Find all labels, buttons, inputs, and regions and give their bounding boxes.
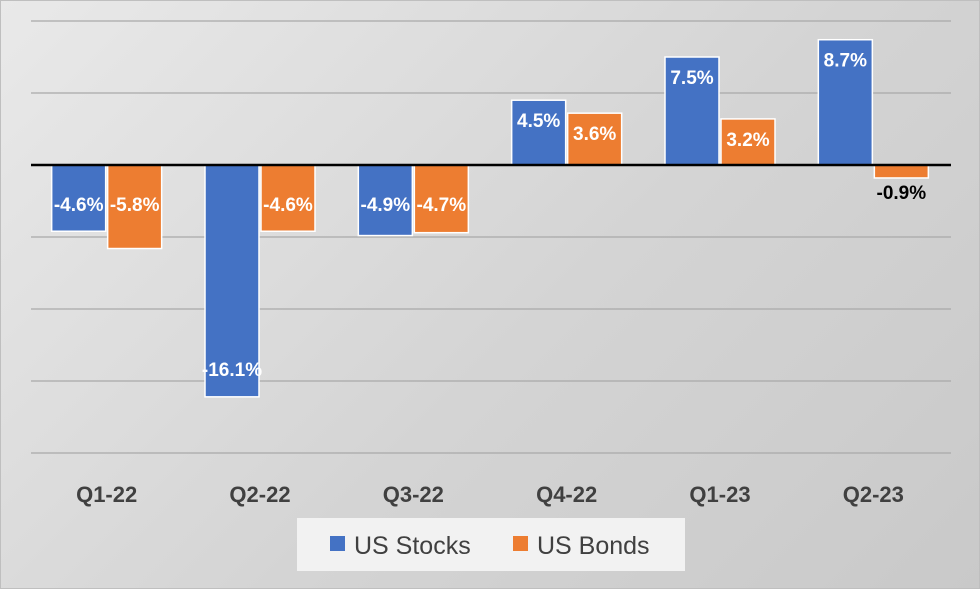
legend: US Stocks US Bonds <box>297 518 685 571</box>
data-label: -16.1% <box>202 360 262 381</box>
category-label-q3-22: Q3-22 <box>383 482 444 507</box>
category-labels: Q1-22 Q2-22 Q3-22 Q4-22 Q1-23 Q2-23 <box>76 482 904 507</box>
bar-us-stocks-q2-23 <box>817 38 874 166</box>
category-label-q1-22: Q1-22 <box>76 482 137 507</box>
data-labels: -4.6% -5.8% -16.1% -4.6% -4.9% -4.7% 4.5% 3.6% 7… <box>54 51 926 381</box>
data-label: -0.9% <box>877 183 927 204</box>
category-label-q2-22: Q2-22 <box>229 482 290 507</box>
data-label: 3.6% <box>573 124 616 145</box>
bar-us-bonds-q1-23 <box>720 118 776 166</box>
legend-label-us-stocks: US Stocks <box>354 532 471 560</box>
bar-us-stocks-q4-22 <box>510 99 567 166</box>
bar-us-stocks-q2-22 <box>204 164 260 398</box>
legend-swatch-us-stocks <box>330 536 345 551</box>
data-label: 7.5% <box>670 68 713 89</box>
data-label: -4.7% <box>417 195 467 216</box>
data-label: 8.7% <box>824 51 867 72</box>
bar-us-stocks-q3-22 <box>357 164 414 237</box>
data-label: -4.6% <box>54 195 104 216</box>
legend-label-us-bonds: US Bonds <box>537 532 650 560</box>
data-label: 4.5% <box>517 111 560 132</box>
legend-swatch-us-bonds <box>513 536 528 551</box>
category-label-q2-23: Q2-23 <box>843 482 904 507</box>
data-label: -4.6% <box>263 195 313 216</box>
category-label-q1-23: Q1-23 <box>689 482 750 507</box>
data-label: -4.9% <box>361 195 411 216</box>
gridlines <box>31 20 951 454</box>
legend-box <box>297 518 685 571</box>
bar-us-bonds-q3-22 <box>413 164 470 234</box>
data-label: -5.8% <box>110 195 160 216</box>
category-label-q4-22: Q4-22 <box>536 482 597 507</box>
data-label: 3.2% <box>726 130 769 151</box>
bar-us-bonds-q2-23 <box>873 164 930 179</box>
bar-us-stocks-q1-22 <box>50 164 107 232</box>
bar-us-bonds-q4-22 <box>566 112 623 166</box>
bar-us-bonds-q1-22 <box>106 164 163 250</box>
